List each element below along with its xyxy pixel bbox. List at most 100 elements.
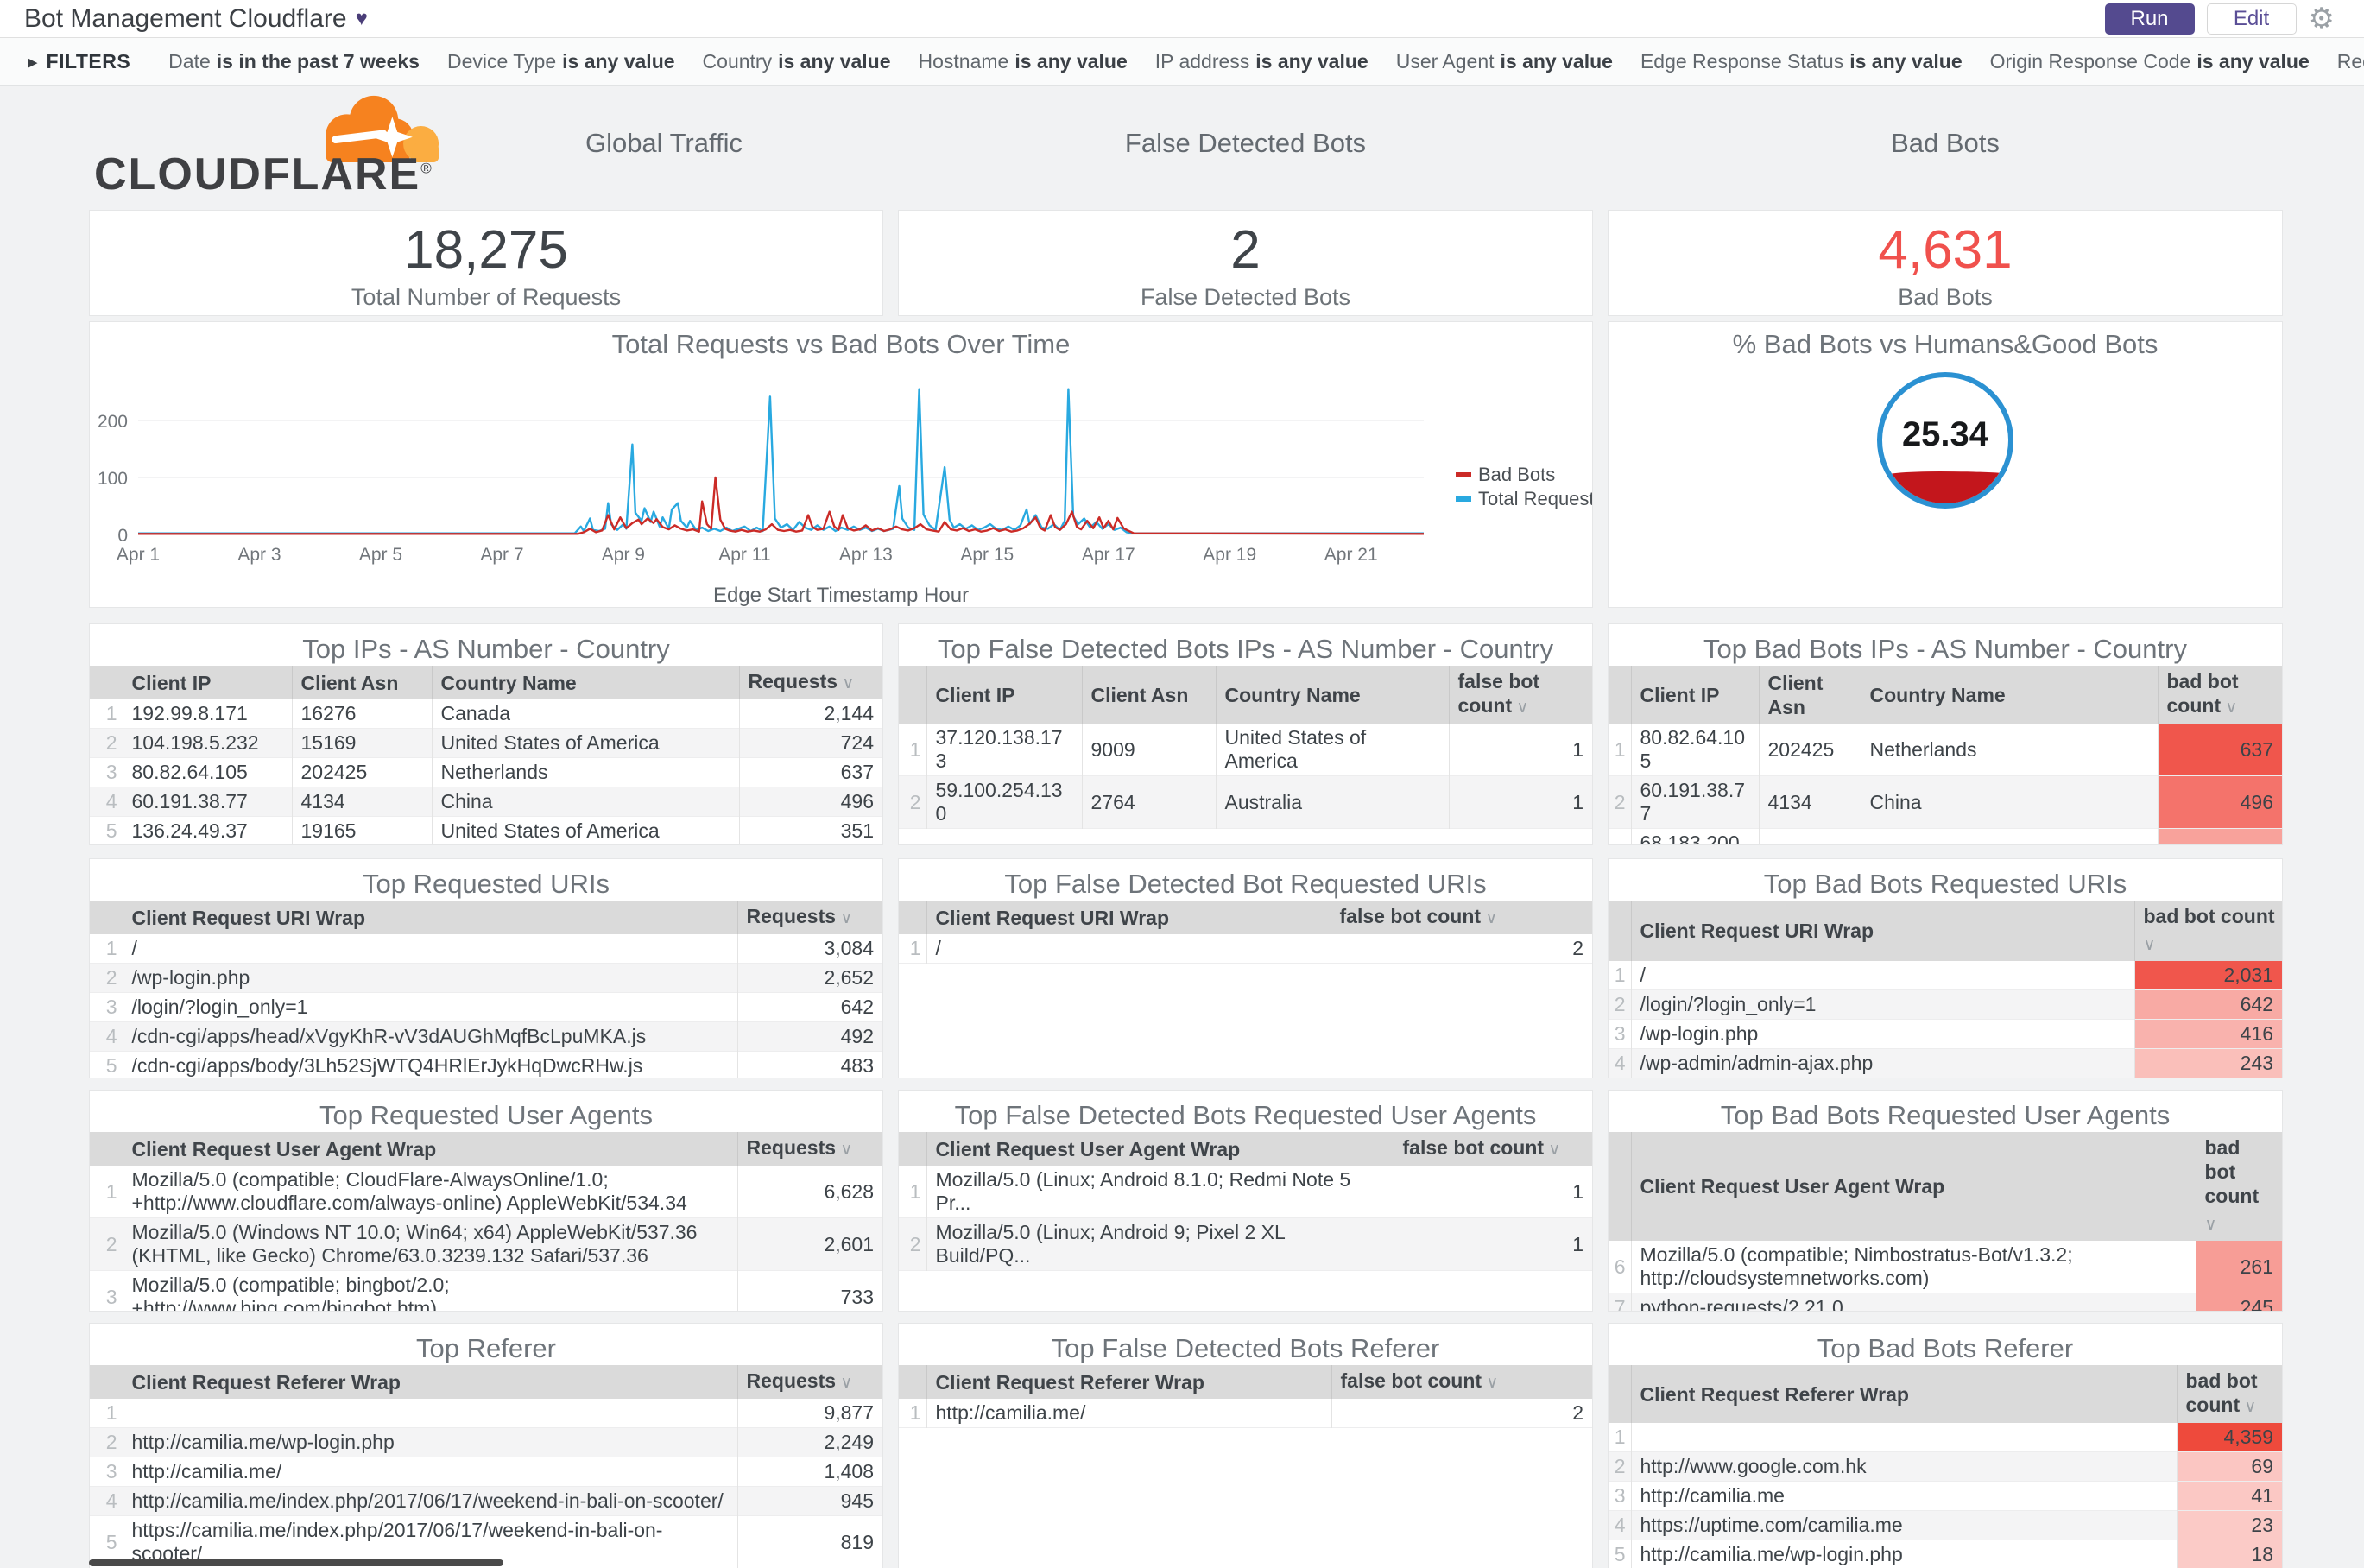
column-header[interactable]: bad bot count ∨ bbox=[2133, 901, 2282, 961]
table-top-ips: Client IP Client Asn Country Name Requests … bbox=[90, 666, 882, 844]
sort-chevron-icon[interactable]: ∨ bbox=[1481, 909, 1498, 927]
sort-chevron-icon[interactable]: ∨ bbox=[838, 674, 855, 692]
table-cell: Canada bbox=[1860, 828, 2158, 844]
table-cell: 496 bbox=[2157, 775, 2282, 829]
sort-chevron-icon[interactable]: ∨ bbox=[1512, 699, 1529, 717]
table-cell: 642 bbox=[736, 992, 882, 1022]
table-cell: 237 bbox=[2157, 828, 2282, 844]
table-row: 1 http://camilia.me/2 bbox=[899, 1399, 1592, 1428]
table-row: 4/cdn-cgi/apps/head/xVgyKhR-vV3dAUGhMqfB… bbox=[90, 1021, 882, 1052]
filter-value: is any value bbox=[1849, 50, 1963, 73]
edit-button[interactable]: Edit bbox=[2206, 3, 2297, 35]
row-number: 1 bbox=[90, 934, 123, 964]
table-cell: 496 bbox=[738, 787, 882, 817]
gear-icon[interactable]: ⚙ bbox=[2308, 3, 2335, 35]
column-header[interactable]: Requests ∨ bbox=[736, 1365, 882, 1399]
sort-chevron-icon[interactable]: ∨ bbox=[2204, 1216, 2217, 1234]
column-header: Country Name bbox=[1215, 666, 1449, 724]
filter-chip[interactable]: Country is any value bbox=[703, 50, 891, 73]
kpi-bad-bots: 4,631 Bad Bots bbox=[1608, 210, 2283, 316]
table-false-referer-title: Top False Detected Bots Referer bbox=[1051, 1333, 1440, 1363]
horizontal-scrollbar-thumb[interactable] bbox=[89, 1559, 503, 1566]
run-button[interactable]: Run bbox=[2104, 3, 2195, 35]
column-header[interactable]: bad bot count ∨ bbox=[2157, 666, 2282, 724]
column-header[interactable]: Requests ∨ bbox=[736, 901, 882, 934]
table-bad-ips-panel: Top Bad Bots IPs - AS Number - Country C… bbox=[1608, 623, 2283, 845]
row-number-header bbox=[1609, 666, 1631, 724]
row-number: 3 bbox=[90, 1457, 123, 1487]
row-number-header bbox=[1609, 1132, 1631, 1241]
column-header[interactable]: Requests ∨ bbox=[736, 1132, 882, 1166]
table-row: 3/login/?login_only=1 642 bbox=[90, 992, 882, 1022]
filter-value: is any value bbox=[2196, 50, 2310, 73]
filter-chip[interactable]: Date is in the past 7 weeks bbox=[168, 50, 420, 73]
table-cell: /login/?login_only=1 bbox=[122, 992, 737, 1022]
table-cell: 4134 bbox=[291, 787, 432, 817]
legend-item[interactable]: Bad Bots bbox=[1456, 464, 1555, 485]
filter-chip[interactable]: Request URIis any value bbox=[2337, 50, 2364, 73]
table-row: 4 http://camilia.me/index.php/2017/06/17/… bbox=[90, 1486, 882, 1516]
row-number: 1 bbox=[899, 934, 926, 964]
table-bad-uas: Client Request User Agent Wrap bad bot co… bbox=[1609, 1132, 2282, 1311]
sort-chevron-icon[interactable]: ∨ bbox=[1482, 1374, 1499, 1392]
filter-name: IP address bbox=[1154, 50, 1250, 73]
sort-chevron-icon[interactable]: ∨ bbox=[836, 1374, 853, 1392]
sort-chevron-icon[interactable]: ∨ bbox=[1544, 1141, 1561, 1159]
table-row: 1 192.99.8.171 16276 Canada 2,144 bbox=[90, 699, 882, 729]
svg-text:Total Requests: Total Requests bbox=[1478, 488, 1592, 509]
column-header[interactable]: false bot count ∨ bbox=[1448, 666, 1592, 724]
tables-row-user-agents: Top Requested User Agents Client Request… bbox=[89, 1090, 2283, 1312]
column-header[interactable]: false bot count ∨ bbox=[1330, 901, 1592, 934]
table-cell: 9,877 bbox=[736, 1399, 882, 1428]
row-number-header bbox=[899, 901, 926, 934]
table-cell: 202425 bbox=[291, 757, 432, 787]
table-row: 1 80.82.64.105 202425 Netherlands 637 bbox=[1609, 724, 2282, 776]
filter-chip[interactable]: Origin Response Code is any value bbox=[1990, 50, 2310, 73]
sort-chevron-icon[interactable]: ∨ bbox=[2143, 936, 2156, 954]
table-row: 1 Mozilla/5.0 (Linux; Android 8.1.0; Redm… bbox=[899, 1166, 1592, 1218]
table-cell: /wp-admin/admin-ajax.php bbox=[1630, 1048, 2134, 1078]
table-cell: 637 bbox=[2157, 724, 2282, 776]
top-bar: Bot Management Cloudflare ♥ Run Edit ⚙ bbox=[0, 0, 2364, 38]
table-cell: 483 bbox=[736, 1051, 882, 1078]
row-number: 5 bbox=[1609, 1078, 1631, 1079]
filter-name: Country bbox=[702, 50, 773, 73]
filter-chip[interactable]: IP address is any value bbox=[1155, 50, 1368, 73]
table-false-uas: Client Request User Agent Wrap false bot … bbox=[899, 1132, 1592, 1271]
column-header: Client Asn bbox=[1758, 666, 1861, 724]
cloudflare-wordmark: CLOUDFLARE® bbox=[94, 149, 433, 199]
sort-chevron-icon[interactable]: ∨ bbox=[836, 909, 853, 927]
filter-chip[interactable]: Edge Response Status is any value bbox=[1640, 50, 1963, 73]
column-header[interactable]: Requests ∨ bbox=[738, 666, 882, 699]
table-row: 1 37.120.138.173 9009 United States of Amer… bbox=[899, 724, 1592, 776]
table-cell: Netherlands bbox=[431, 757, 739, 787]
table-row: 2/wp-login.php 2,652 bbox=[90, 963, 882, 993]
column-header[interactable]: false bot count ∨ bbox=[1331, 1365, 1592, 1399]
table-cell: /login/?login_only=1 bbox=[1630, 989, 2134, 1020]
table-cell: 6,628 bbox=[736, 1166, 882, 1218]
table-cell: 2,249 bbox=[736, 1427, 882, 1457]
row-number: 2 bbox=[1609, 989, 1631, 1020]
legend-item[interactable]: Total Requests bbox=[1456, 488, 1592, 509]
sort-chevron-icon[interactable]: ∨ bbox=[2221, 699, 2238, 717]
column-header[interactable]: bad bot count ∨ bbox=[2176, 1365, 2282, 1423]
sort-chevron-icon[interactable]: ∨ bbox=[836, 1141, 853, 1159]
filter-chip[interactable]: Hostname is any value bbox=[919, 50, 1128, 73]
filter-name: Date bbox=[168, 50, 211, 73]
table-cell: / bbox=[926, 934, 1331, 964]
svg-text:Apr 21: Apr 21 bbox=[1324, 545, 1378, 565]
column-header[interactable]: false bot count ∨ bbox=[1393, 1132, 1592, 1166]
table-cell: http://camilia.me bbox=[1630, 1481, 2177, 1511]
filters-toggle[interactable]: ▶ FILTERS bbox=[28, 50, 130, 73]
row-number-header bbox=[90, 666, 123, 699]
table-cell: Mozilla/5.0 (compatible; Nimbostratus-Bo… bbox=[1630, 1241, 2196, 1293]
table-cell: 2 bbox=[1331, 1399, 1592, 1428]
sort-chevron-icon[interactable]: ∨ bbox=[2240, 1398, 2257, 1416]
timeseries-chart: 0 100 200 Apr 1 Apr 3 Apr 5 Apr 7 Apr 9 Apr 11 Ap… bbox=[90, 360, 1592, 582]
table-cell: https://camilia.me/index.php/2017/06/17/… bbox=[122, 1515, 737, 1568]
column-header[interactable]: bad bot count ∨ bbox=[2195, 1132, 2282, 1241]
filter-chip[interactable]: User Agent is any value bbox=[1396, 50, 1613, 73]
filter-chip[interactable]: Device Type is any value bbox=[447, 50, 675, 73]
row-number: 7 bbox=[1609, 1293, 1631, 1311]
table-top-uas: Client Request User Agent Wrap Requests ∨… bbox=[90, 1132, 882, 1311]
